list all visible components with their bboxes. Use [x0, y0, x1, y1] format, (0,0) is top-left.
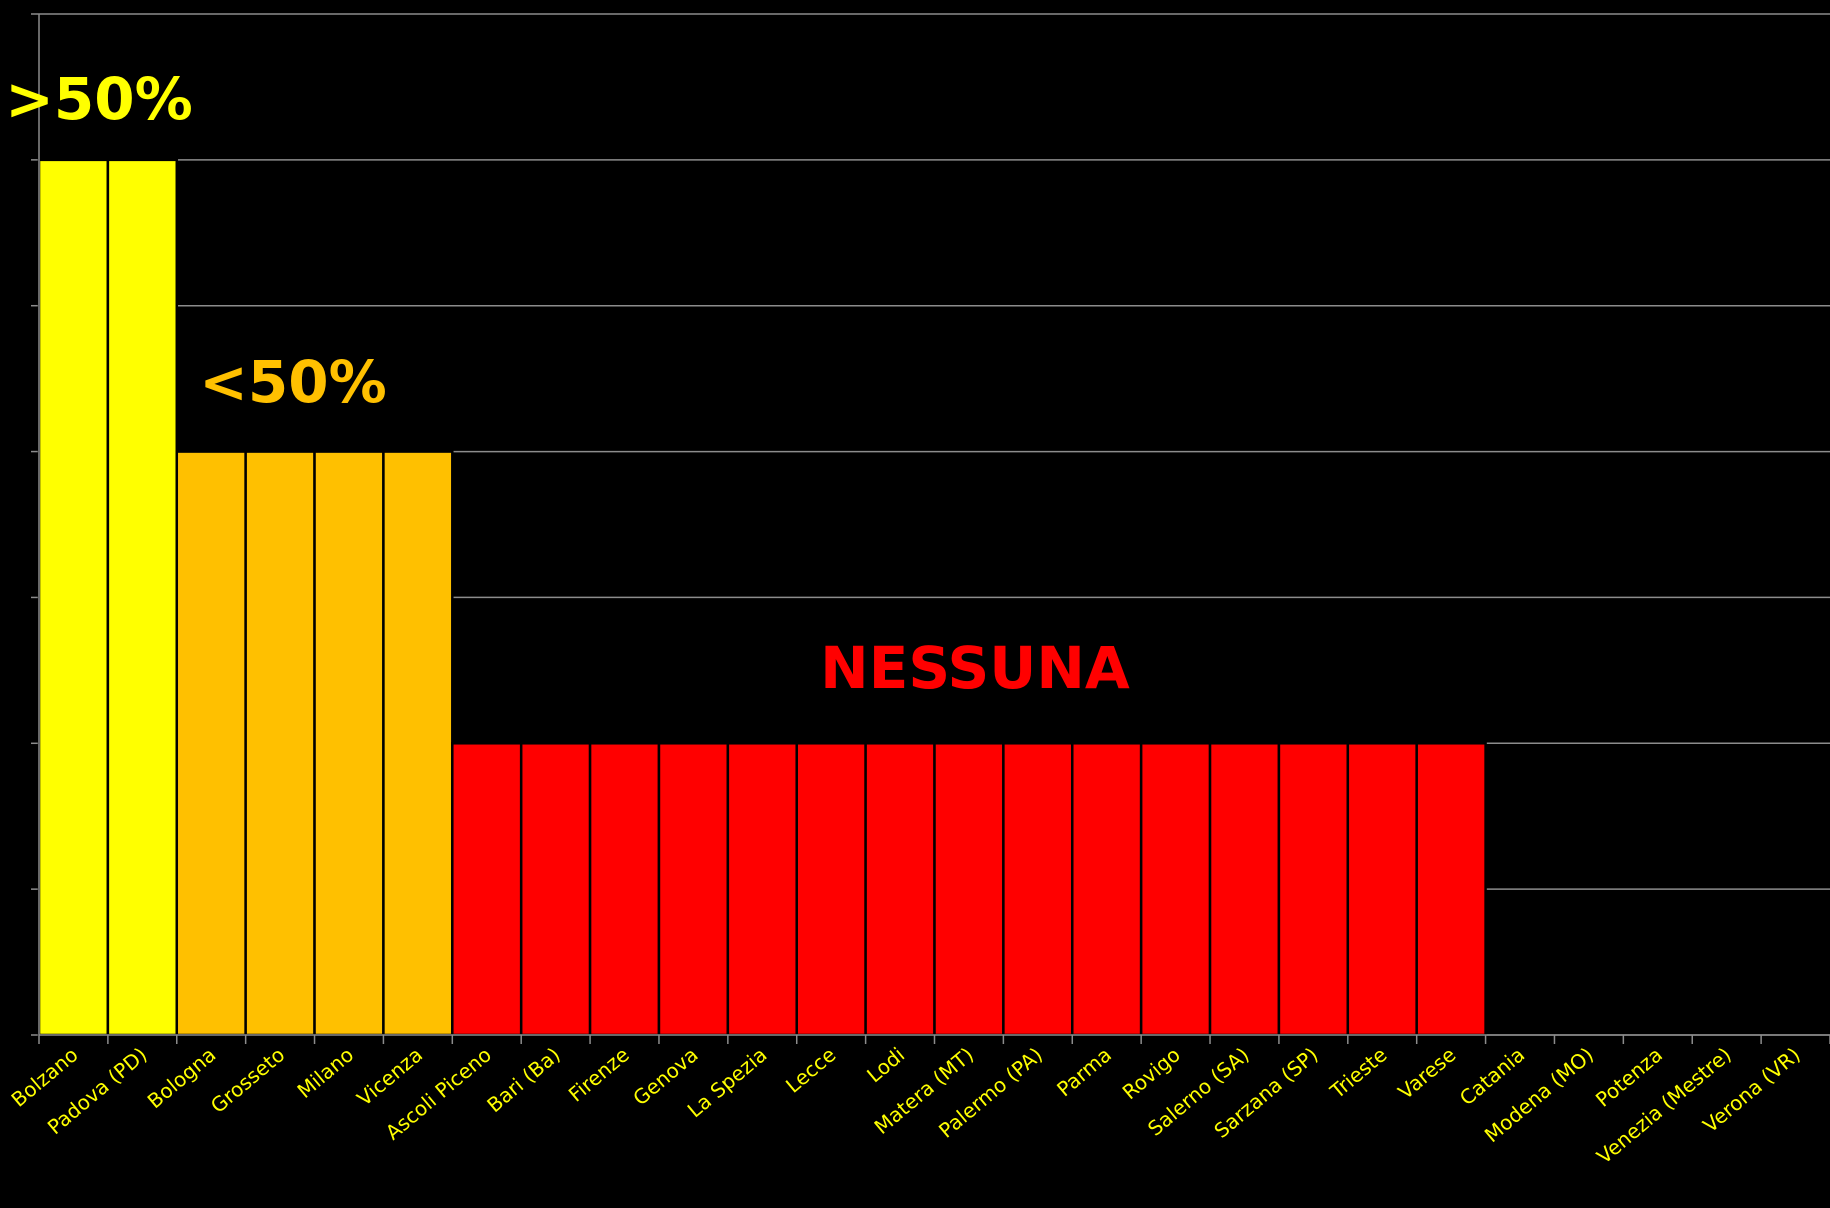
bar — [864, 742, 936, 1037]
bar — [795, 742, 867, 1037]
bar — [1208, 742, 1281, 1037]
bar — [1415, 742, 1487, 1037]
bar — [519, 742, 592, 1037]
annotation: NESSUNA — [820, 634, 1130, 702]
bar — [588, 742, 661, 1037]
bar — [382, 450, 454, 1037]
bar — [244, 450, 316, 1037]
bar — [726, 742, 798, 1037]
bar — [106, 158, 179, 1037]
bar — [933, 742, 1005, 1037]
bar — [37, 158, 110, 1037]
annotation: >50% — [5, 65, 192, 133]
bar — [175, 450, 247, 1037]
bar — [1002, 742, 1074, 1037]
bar — [313, 450, 385, 1037]
bar — [1071, 742, 1143, 1037]
bar — [1346, 742, 1418, 1037]
annotation: <50% — [199, 348, 386, 416]
bar — [1139, 742, 1212, 1037]
bar — [1277, 742, 1350, 1037]
bar — [451, 742, 523, 1037]
bar — [657, 742, 730, 1037]
